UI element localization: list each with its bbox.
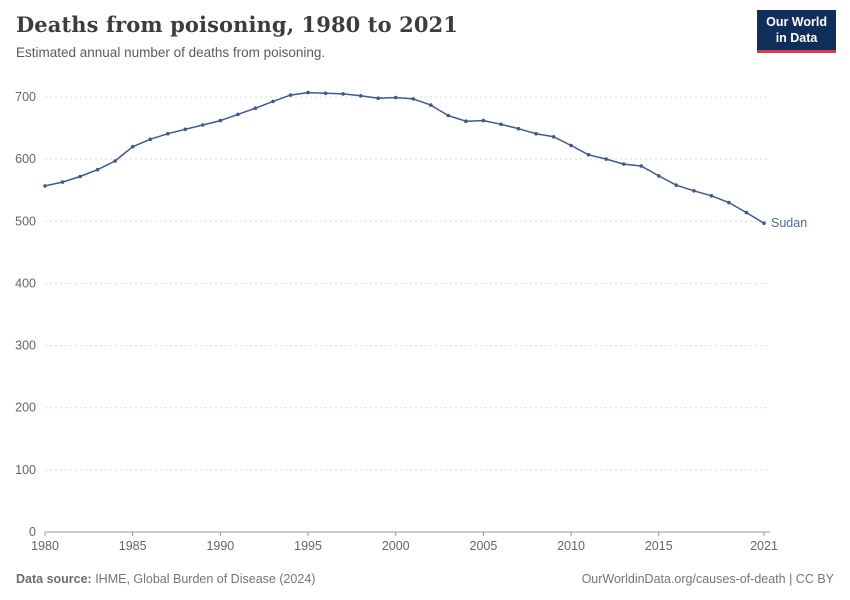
y-tick-label: 400 xyxy=(15,276,36,290)
y-tick-label: 300 xyxy=(15,339,36,353)
y-tick-label: 700 xyxy=(15,90,36,104)
data-point xyxy=(393,95,398,100)
data-point xyxy=(288,93,293,97)
data-point xyxy=(183,127,188,132)
y-tick-label: 0 xyxy=(29,525,36,539)
y-tick-label: 200 xyxy=(15,401,36,415)
data-point xyxy=(499,122,503,127)
data-point xyxy=(639,164,643,168)
series-end-label[interactable]: Sudan xyxy=(771,216,807,230)
chart-header: Deaths from poisoning, 1980 to 2021 Esti… xyxy=(16,12,750,60)
data-point xyxy=(586,153,591,157)
data-point xyxy=(411,97,416,101)
data-point xyxy=(218,118,223,123)
series-line-sudan[interactable] xyxy=(44,91,765,224)
chart-title: Deaths from poisoning, 1980 to 2021 xyxy=(16,12,458,37)
data-point xyxy=(551,135,556,139)
data-point xyxy=(727,200,731,205)
data-point xyxy=(762,221,766,225)
y-tick-label: 500 xyxy=(15,214,36,228)
data-point xyxy=(236,112,240,117)
data-point xyxy=(78,174,82,179)
owid-logo[interactable]: Our World in Data xyxy=(757,10,836,54)
data-point xyxy=(534,131,538,136)
data-point xyxy=(43,184,47,188)
data-point xyxy=(429,103,433,107)
owid-logo-line1: Our World xyxy=(766,15,827,29)
x-tick-label: 2021 xyxy=(750,539,778,553)
owid-logo-line2: in Data xyxy=(775,30,818,45)
data-point xyxy=(130,144,135,149)
data-point xyxy=(604,157,608,161)
data-point xyxy=(201,123,205,127)
x-tick-label: 1995 xyxy=(294,539,322,553)
data-point xyxy=(446,113,451,118)
data-point xyxy=(481,118,486,123)
data-point xyxy=(744,210,749,215)
data-point xyxy=(323,91,328,96)
y-tick-label: 100 xyxy=(15,463,36,477)
x-tick-label: 2010 xyxy=(557,539,585,553)
data-point xyxy=(621,162,626,166)
data-point xyxy=(306,90,310,95)
data-point xyxy=(464,119,468,123)
data-source-text: IHME, Global Burden of Disease (2024) xyxy=(91,572,316,586)
data-point xyxy=(95,167,100,172)
x-tick-label: 1990 xyxy=(206,539,234,553)
x-tick-label: 1985 xyxy=(119,539,147,553)
data-point xyxy=(271,99,275,104)
x-tick-label: 2005 xyxy=(470,539,498,553)
data-point xyxy=(657,174,661,178)
data-point xyxy=(166,131,170,136)
data-source: Data source: IHME, Global Burden of Dise… xyxy=(16,572,315,586)
data-point xyxy=(358,94,363,98)
y-tick-label: 600 xyxy=(15,152,36,166)
chart-subtitle: Estimated annual number of deaths from p… xyxy=(16,45,326,60)
data-source-label: Data source: xyxy=(16,572,92,586)
x-tick-label: 2000 xyxy=(382,539,410,553)
line-chart: 0 100 200 300 400 500 600 700 1980 1985 1990 1995 20… xyxy=(15,90,807,553)
data-point xyxy=(341,92,345,96)
data-point xyxy=(148,137,152,142)
data-point xyxy=(113,159,117,163)
x-tick-label: 2015 xyxy=(645,539,673,553)
data-point xyxy=(709,194,714,198)
data-point xyxy=(692,189,696,193)
data-point xyxy=(674,183,679,187)
data-point xyxy=(60,180,65,184)
data-point xyxy=(516,126,521,131)
data-point xyxy=(376,96,381,100)
data-point xyxy=(253,106,258,110)
chart-footer: Data source: IHME, Global Burden of Dise… xyxy=(16,572,834,586)
footer-link[interactable]: OurWorldinData.org/causes-of-death | CC … xyxy=(581,572,834,586)
data-point xyxy=(569,143,573,148)
x-tick-label: 1980 xyxy=(31,539,59,553)
